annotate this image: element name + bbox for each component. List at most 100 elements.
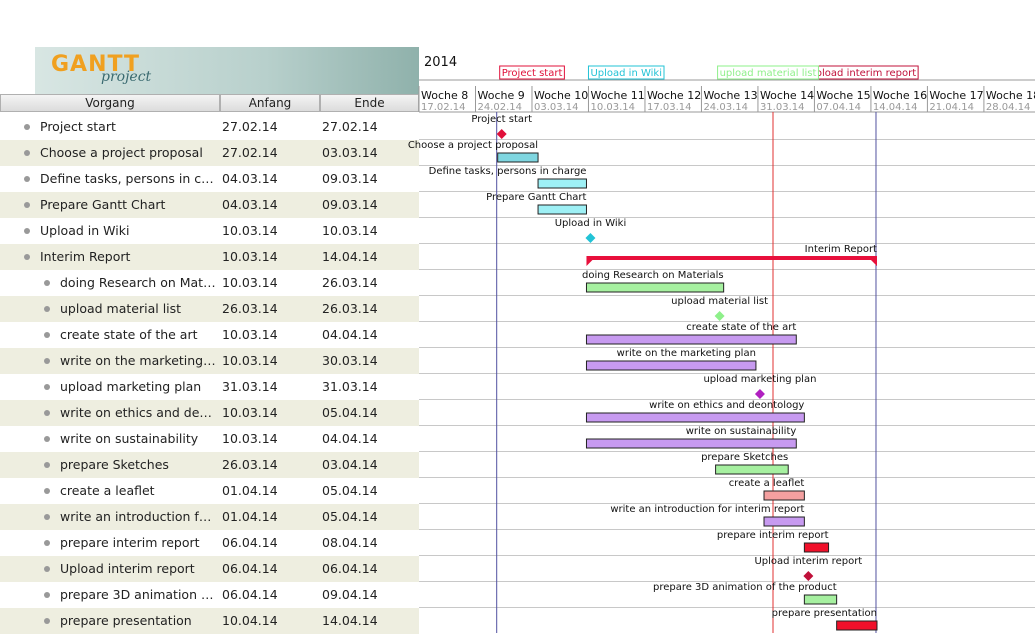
task-name: create state of the art <box>60 327 198 342</box>
flag-label: Upload interim report <box>808 68 916 79</box>
task-label: create a leaflet <box>729 478 805 489</box>
row-bullet <box>44 280 50 286</box>
task-end: 14.04.14 <box>322 613 378 628</box>
task-row[interactable]: doing Research on Materials 10.03.14 26.03… <box>0 270 419 296</box>
logo-subtitle: project <box>101 69 152 85</box>
milestone-flag: Upload interim report <box>805 65 919 80</box>
task-start: 01.04.14 <box>222 509 278 524</box>
task-row[interactable]: Interim Report 10.03.14 14.04.14 <box>0 244 419 270</box>
task-end: 04.04.14 <box>322 431 378 446</box>
task-row[interactable]: upload marketing plan 31.03.14 31.03.14 <box>0 374 419 400</box>
task-bar <box>585 282 725 293</box>
task-end: 31.03.14 <box>322 379 378 394</box>
row-bullet <box>24 150 30 156</box>
task-row[interactable]: write on the marketing plan 10.03.14 30.03… <box>0 348 419 374</box>
task-row[interactable]: write on ethics and deontology 10.03.14 05… <box>0 400 419 426</box>
week-label: Woche 15 <box>816 89 870 102</box>
task-bar <box>763 490 805 501</box>
week-date: 28.04.14 <box>986 102 1031 113</box>
row-bullet <box>44 436 50 442</box>
task-end: 06.04.14 <box>322 561 378 576</box>
task-row[interactable]: prepare Sketches 26.03.14 03.04.14 <box>0 452 419 478</box>
task-bar <box>763 516 805 527</box>
task-end: 30.03.14 <box>322 353 378 368</box>
week-label: Woche 9 <box>477 89 524 102</box>
task-bar <box>537 204 587 215</box>
milestone-flag: Upload in Wiki <box>587 65 665 80</box>
column-header[interactable]: Ende <box>320 94 419 112</box>
row-bullet <box>44 358 50 364</box>
task-row[interactable]: Define tasks, persons in charge 04.03.14 0… <box>0 166 419 192</box>
task-end: 04.04.14 <box>322 327 378 342</box>
task-start: 10.04.14 <box>222 613 278 628</box>
column-header[interactable]: Anfang <box>220 94 320 112</box>
week-label: Woche 17 <box>929 89 983 102</box>
flag-label: upload material list <box>720 68 817 79</box>
milestone-label: Upload interim report <box>754 556 862 567</box>
flag-box <box>499 65 565 80</box>
milestone-label: upload marketing plan <box>703 374 816 385</box>
task-row[interactable]: Upload interim report 06.04.14 06.04.14 <box>0 556 419 582</box>
flag-box <box>805 65 919 80</box>
task-end: 09.04.14 <box>322 587 378 602</box>
task-name: Define tasks, persons in charge <box>40 171 218 186</box>
week-label: Woche 14 <box>760 89 814 102</box>
task-name: write on ethics and deontology <box>60 405 218 420</box>
task-row[interactable]: write on sustainability 10.03.14 04.04.14 <box>0 426 419 452</box>
week-label: Woche 18 <box>986 89 1035 102</box>
task-row[interactable]: write an introduction for interim report… <box>0 504 419 530</box>
row-bullet <box>24 228 30 234</box>
task-end: 10.03.14 <box>322 223 378 238</box>
logo: GANTT project <box>35 47 419 94</box>
row-bullet <box>24 176 30 182</box>
task-end: 27.02.14 <box>322 119 378 134</box>
task-label: prepare presentation <box>772 608 877 619</box>
week-date: 21.04.14 <box>929 102 974 113</box>
task-name: upload marketing plan <box>60 379 202 394</box>
task-row[interactable]: prepare 3D animation of the product 06.04… <box>0 582 419 608</box>
week-label: Woche 16 <box>873 89 927 102</box>
task-row[interactable]: Upload in Wiki 10.03.14 10.03.14 <box>0 218 419 244</box>
row-bullet <box>24 254 30 260</box>
row-bullet <box>44 384 50 390</box>
task-row[interactable]: Prepare Gantt Chart 04.03.14 09.03.14 <box>0 192 419 218</box>
task-start: 10.03.14 <box>222 327 278 342</box>
task-start: 06.04.14 <box>222 587 278 602</box>
task-label: write an introduction for interim report <box>610 504 804 515</box>
week-label: Woche 10 <box>534 89 588 102</box>
task-name: Upload in Wiki <box>40 223 130 238</box>
task-row[interactable]: create state of the art 10.03.14 04.04.14 <box>0 322 419 348</box>
task-row[interactable]: Project start 27.02.14 27.02.14 <box>0 114 419 140</box>
column-header[interactable]: Vorgang <box>0 94 220 112</box>
task-start: 10.03.14 <box>222 353 278 368</box>
row-bullet <box>44 306 50 312</box>
task-bar <box>803 594 838 605</box>
row-bullet <box>24 202 30 208</box>
milestone <box>803 571 814 581</box>
task-end: 09.03.14 <box>322 171 378 186</box>
task-name: Upload interim report <box>60 561 195 576</box>
task-row[interactable]: create a leaflet 01.04.14 05.04.14 <box>0 478 419 504</box>
row-bullet <box>44 540 50 546</box>
row-bullet <box>44 462 50 468</box>
task-row[interactable]: prepare presentation 10.04.14 14.04.14 <box>0 608 419 634</box>
task-end: 05.04.14 <box>322 509 378 524</box>
task-row[interactable]: Choose a project proposal 27.02.14 03.03.1… <box>0 140 419 166</box>
task-start: 04.03.14 <box>222 171 278 186</box>
task-label: create state of the art <box>686 322 796 333</box>
task-start: 10.03.14 <box>222 405 278 420</box>
milestone <box>585 233 596 243</box>
week-date: 24.02.14 <box>477 102 522 113</box>
week-date: 31.03.14 <box>760 102 805 113</box>
task-row[interactable]: upload material list 26.03.14 26.03.14 <box>0 296 419 322</box>
task-end: 03.04.14 <box>322 457 378 472</box>
task-start: 10.03.14 <box>222 223 278 238</box>
flag-box <box>717 65 819 80</box>
task-name: prepare Sketches <box>60 457 169 472</box>
task-row[interactable]: prepare interim report 06.04.14 08.04.14 <box>0 530 419 556</box>
task-start: 06.04.14 <box>222 561 278 576</box>
task-start: 26.03.14 <box>222 457 278 472</box>
flag-label: Upload in Wiki <box>590 68 662 79</box>
week-date: 17.02.14 <box>421 102 466 113</box>
